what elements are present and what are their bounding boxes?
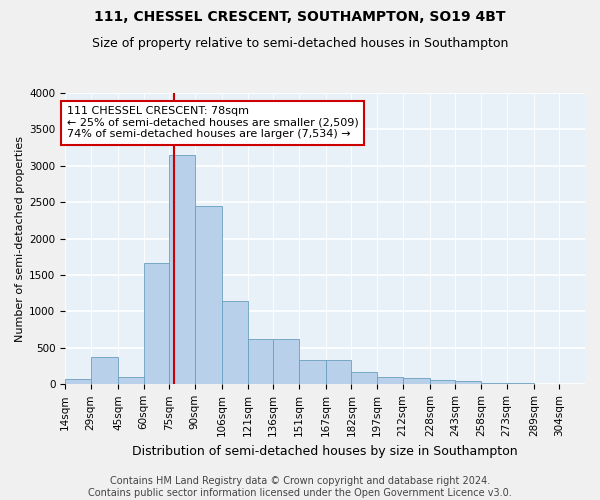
Text: Contains HM Land Registry data © Crown copyright and database right 2024.
Contai: Contains HM Land Registry data © Crown c… bbox=[88, 476, 512, 498]
Bar bbox=[143, 262, 169, 384]
Bar bbox=[91, 358, 118, 384]
Bar bbox=[65, 379, 91, 384]
Bar bbox=[194, 206, 222, 384]
Bar bbox=[352, 372, 377, 384]
Bar bbox=[506, 383, 534, 384]
Bar bbox=[222, 302, 248, 384]
Text: Size of property relative to semi-detached houses in Southampton: Size of property relative to semi-detach… bbox=[92, 38, 508, 51]
Bar bbox=[403, 378, 430, 384]
Bar bbox=[326, 360, 352, 384]
Text: 111 CHESSEL CRESCENT: 78sqm
← 25% of semi-detached houses are smaller (2,509)
74: 111 CHESSEL CRESCENT: 78sqm ← 25% of sem… bbox=[67, 106, 359, 140]
Bar bbox=[273, 339, 299, 384]
Bar bbox=[248, 339, 273, 384]
Bar bbox=[118, 377, 143, 384]
Y-axis label: Number of semi-detached properties: Number of semi-detached properties bbox=[15, 136, 25, 342]
Bar bbox=[169, 155, 194, 384]
Bar bbox=[299, 360, 326, 384]
Bar bbox=[455, 381, 481, 384]
Bar bbox=[481, 383, 506, 384]
X-axis label: Distribution of semi-detached houses by size in Southampton: Distribution of semi-detached houses by … bbox=[132, 444, 518, 458]
Bar bbox=[430, 380, 455, 384]
Text: 111, CHESSEL CRESCENT, SOUTHAMPTON, SO19 4BT: 111, CHESSEL CRESCENT, SOUTHAMPTON, SO19… bbox=[94, 10, 506, 24]
Bar bbox=[377, 376, 403, 384]
